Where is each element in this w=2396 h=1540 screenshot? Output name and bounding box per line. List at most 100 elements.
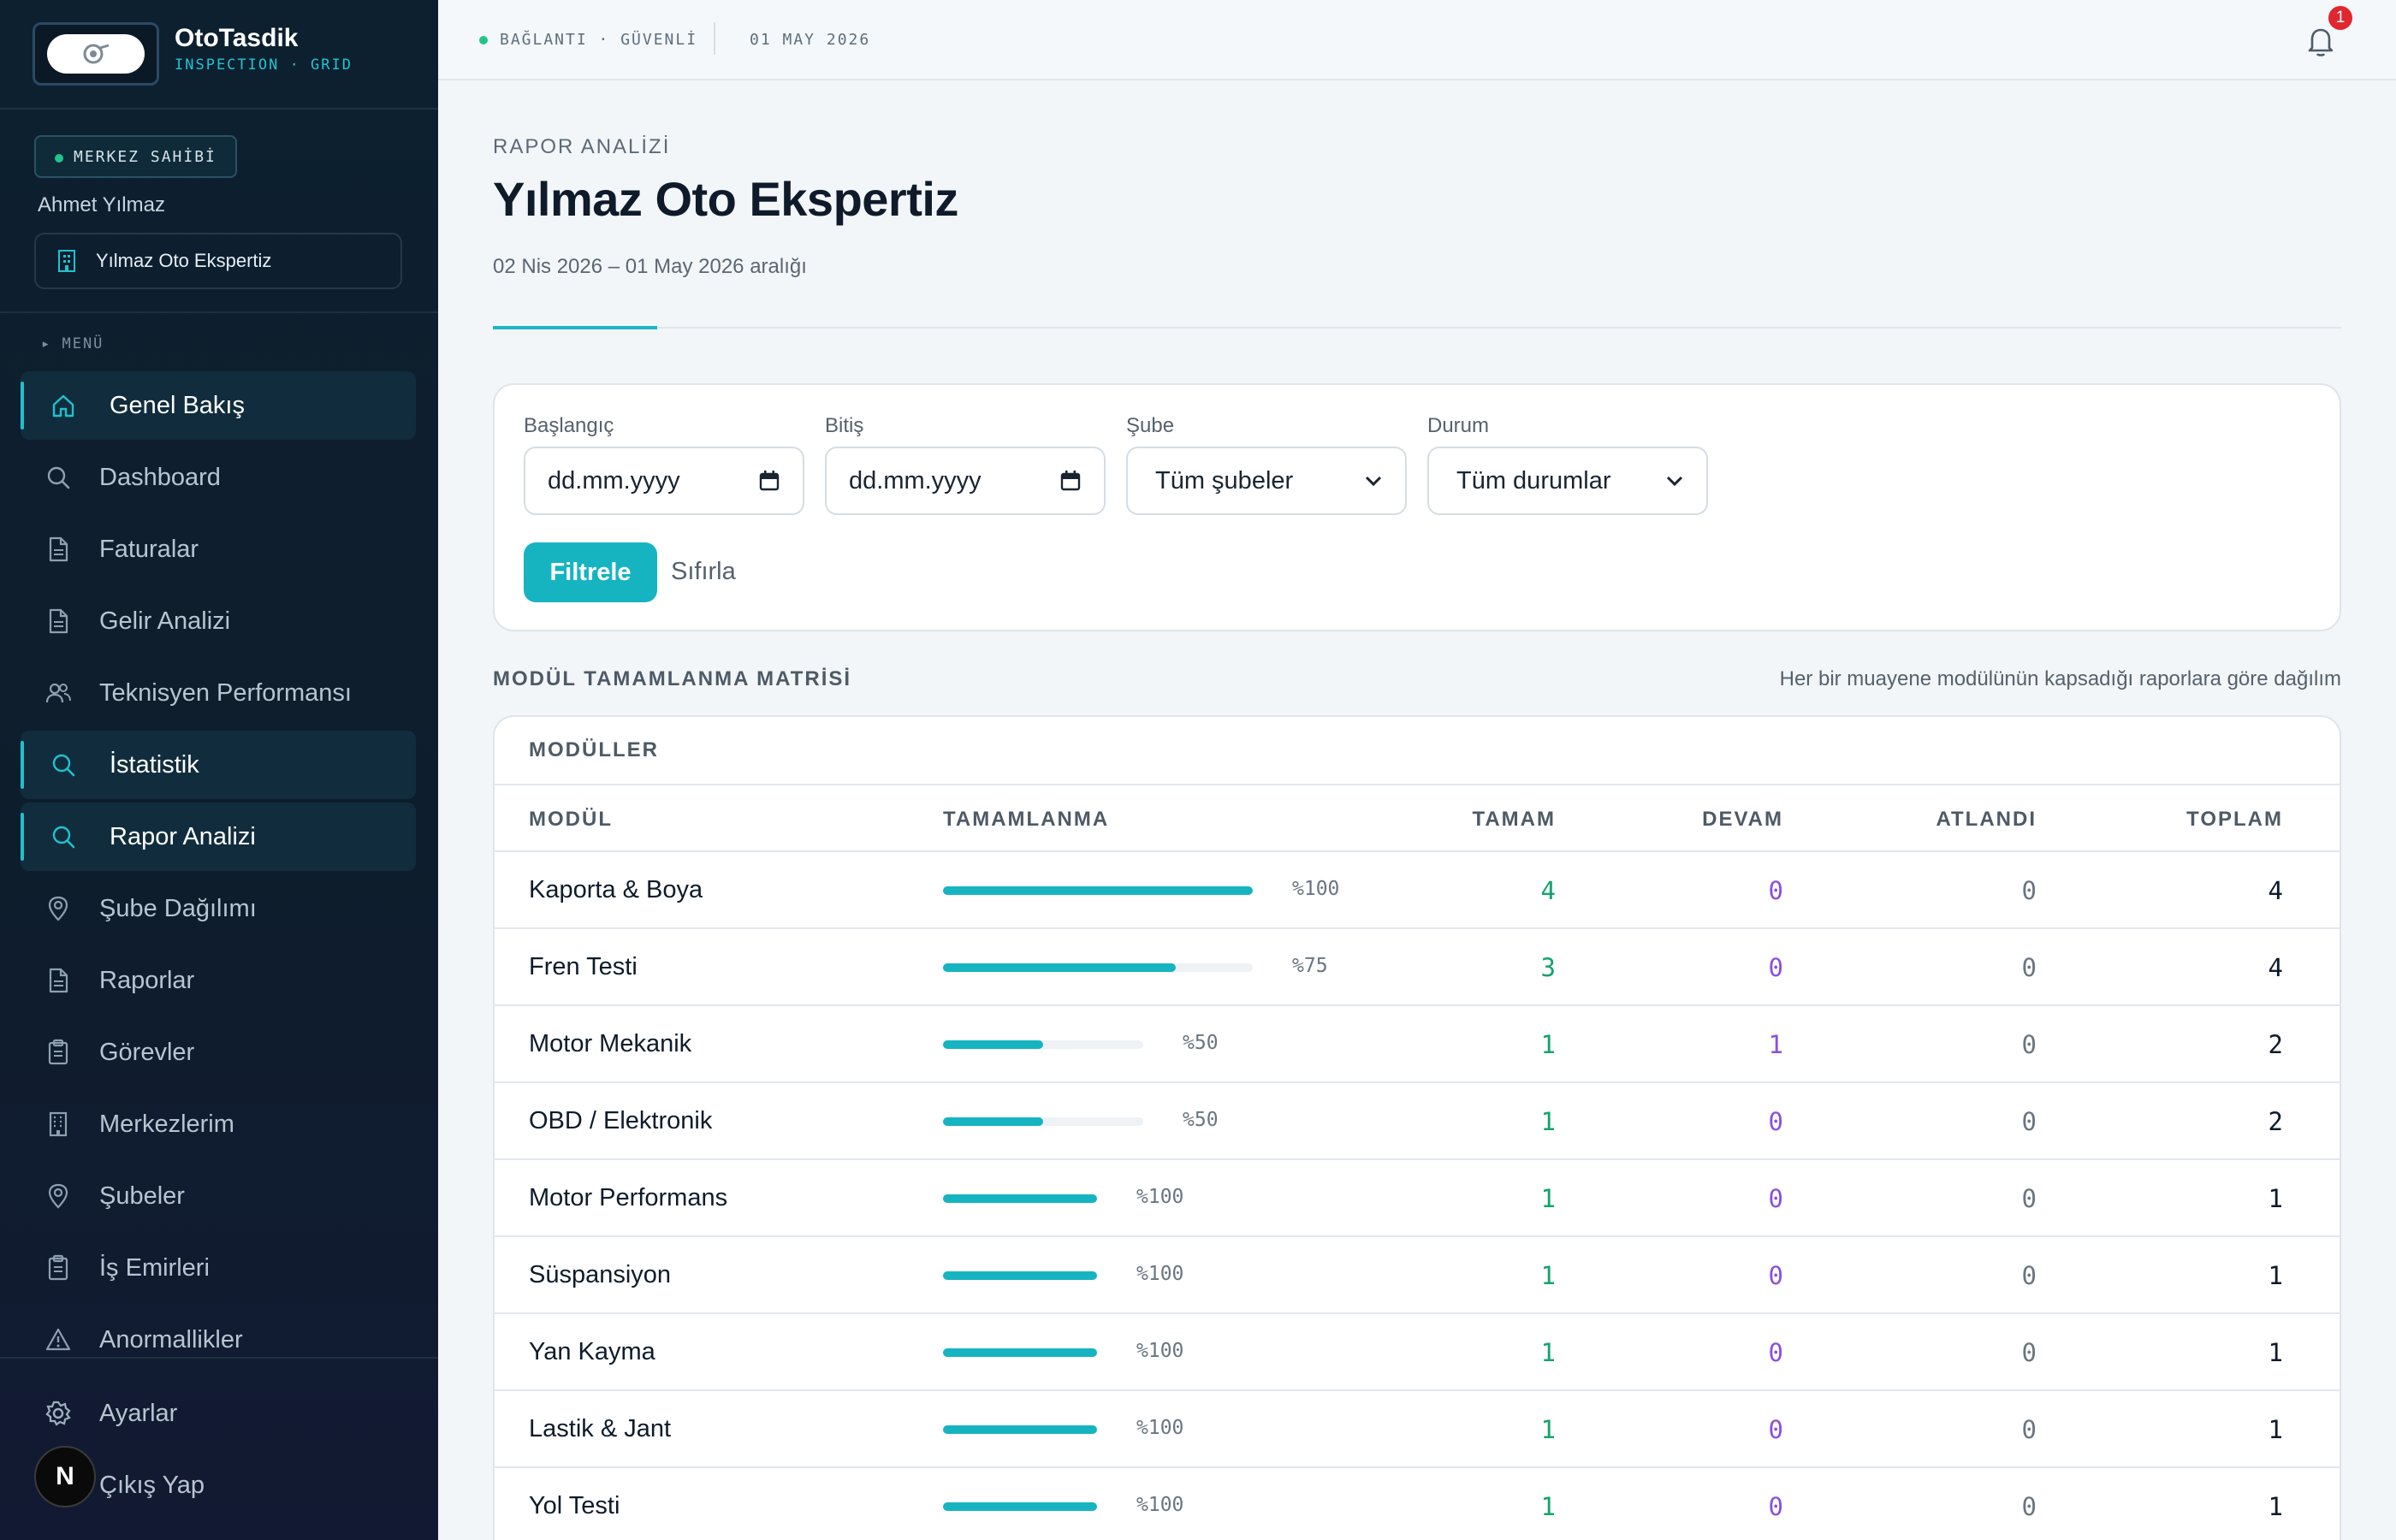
clipboard-icon bbox=[41, 1035, 75, 1069]
status-select[interactable]: Tüm durumlar bbox=[1427, 447, 1708, 515]
card-title: MODÜLLER bbox=[495, 717, 2340, 785]
done-count: 1 bbox=[1540, 1184, 1556, 1213]
map-pin-icon bbox=[41, 1179, 75, 1213]
table-row[interactable]: Yol Testi %100 1 0 0 1 bbox=[495, 1468, 2340, 1540]
sidebar-item-merkezlerim[interactable]: Merkezlerim bbox=[21, 1090, 416, 1158]
sidebar-item-şubeler[interactable]: Şubeler bbox=[21, 1162, 416, 1230]
sidebar-item-şube-dağılımı[interactable]: Şube Dağılımı bbox=[21, 874, 416, 943]
sidebar-item-label: İstatistik bbox=[110, 750, 199, 779]
filter-button[interactable]: Filtrele bbox=[524, 542, 657, 602]
end-date-label: Bitiş bbox=[825, 414, 864, 437]
column-header-in-progress[interactable]: DEVAM bbox=[1702, 808, 1783, 831]
skipped-count: 0 bbox=[2021, 1107, 2037, 1136]
table-row[interactable]: Fren Testi %75 3 0 0 4 bbox=[495, 929, 2340, 1006]
progress-bar bbox=[943, 1425, 1097, 1434]
sidebar-menu: Genel Bakış Dashboard Faturalar Gelir Anali… bbox=[21, 371, 416, 1377]
sidebar-item-raporlar[interactable]: Raporlar bbox=[21, 946, 416, 1015]
branch-select-value: Tüm şubeler bbox=[1155, 466, 1294, 495]
sidebar: OtoTasdik INSPECTION · GRID MERKEZ SAHİB… bbox=[0, 0, 438, 1540]
table-row[interactable]: Yan Kayma %100 1 0 0 1 bbox=[495, 1314, 2340, 1391]
map-pin-icon bbox=[41, 891, 75, 926]
progress-bar-fill bbox=[943, 886, 1253, 895]
in-progress-count: 0 bbox=[1768, 953, 1783, 982]
sidebar-item-logout[interactable]: Çıkış Yap bbox=[21, 1451, 416, 1519]
avatar[interactable]: N bbox=[34, 1446, 96, 1507]
divider-accent bbox=[493, 326, 657, 329]
column-header-completion[interactable]: TAMAMLANMA bbox=[943, 808, 1110, 831]
completion-percent: %100 bbox=[1136, 1417, 1184, 1439]
top-bar: BAĞLANTI · GÜVENLİ 01 MAY 2026 1 bbox=[438, 0, 2396, 80]
reset-button[interactable]: Sıfırla bbox=[671, 558, 736, 585]
bell-icon[interactable] bbox=[2300, 21, 2341, 62]
sidebar-item-faturalar[interactable]: Faturalar bbox=[21, 515, 416, 583]
calendar-icon bbox=[759, 471, 780, 491]
column-header-module[interactable]: MODÜL bbox=[529, 808, 613, 831]
column-header-total[interactable]: TOPLAM bbox=[2186, 808, 2283, 831]
sidebar-item-anormallikler[interactable]: Anormallikler bbox=[21, 1306, 416, 1374]
table-row[interactable]: OBD / Elektronik %50 1 0 0 2 bbox=[495, 1083, 2340, 1160]
end-date-input[interactable]: dd.mm.yyyy bbox=[825, 447, 1106, 515]
table-row[interactable]: Süspansiyon %100 1 0 0 1 bbox=[495, 1237, 2340, 1314]
sidebar-item-dashboard[interactable]: Dashboard bbox=[21, 443, 416, 512]
current-date: 01 MAY 2026 bbox=[750, 31, 871, 49]
completion-percent: %75 bbox=[1292, 955, 1328, 977]
column-header-done[interactable]: TAMAM bbox=[1472, 808, 1556, 831]
sidebar-item-label: İş Emirleri bbox=[99, 1253, 210, 1282]
skipped-count: 0 bbox=[2021, 1338, 2037, 1367]
sidebar-item-label: Şubeler bbox=[99, 1182, 185, 1210]
skipped-count: 0 bbox=[2021, 1030, 2037, 1059]
table-row[interactable]: Kaporta & Boya %100 4 0 0 4 bbox=[495, 852, 2340, 929]
end-date-value: dd.mm.yyyy bbox=[849, 466, 982, 495]
sidebar-item-gelir-analizi[interactable]: Gelir Analizi bbox=[21, 587, 416, 655]
home-icon bbox=[46, 388, 80, 423]
done-count: 1 bbox=[1540, 1107, 1556, 1136]
clipboard-icon bbox=[41, 1251, 75, 1285]
sidebar-item-i-ş-emirleri[interactable]: İş Emirleri bbox=[21, 1234, 416, 1302]
table-row[interactable]: Motor Mekanik %50 1 1 0 2 bbox=[495, 1006, 2340, 1083]
sidebar-item-label: Merkezlerim bbox=[99, 1110, 234, 1138]
progress-bar bbox=[943, 1194, 1097, 1203]
in-progress-count: 1 bbox=[1768, 1030, 1783, 1059]
brand-logo[interactable] bbox=[33, 22, 159, 86]
sidebar-item-genel-bakış[interactable]: Genel Bakış bbox=[21, 371, 416, 440]
progress-bar bbox=[943, 963, 1253, 972]
sidebar-item-label: Genel Bakış bbox=[110, 391, 245, 419]
module-name: Fren Testi bbox=[529, 953, 638, 980]
sidebar-item-rapor-analizi[interactable]: Rapor Analizi bbox=[21, 803, 416, 871]
module-name: Motor Performans bbox=[529, 1184, 728, 1211]
total-count: 1 bbox=[2268, 1184, 2283, 1213]
done-count: 1 bbox=[1540, 1338, 1556, 1367]
building-icon bbox=[58, 250, 75, 272]
module-name: Yol Testi bbox=[529, 1492, 620, 1519]
document-icon bbox=[41, 963, 75, 998]
sidebar-item-settings[interactable]: Ayarlar bbox=[21, 1379, 416, 1448]
sidebar-item-görevler[interactable]: Görevler bbox=[21, 1018, 416, 1087]
branch-select[interactable]: Tüm şubeler bbox=[1126, 447, 1407, 515]
sidebar-item-label: Teknisyen Performansı bbox=[99, 678, 352, 707]
sidebar-item-teknisyen-performansı[interactable]: Teknisyen Performansı bbox=[21, 659, 416, 727]
column-header-skipped[interactable]: ATLANDI bbox=[1936, 808, 2037, 831]
progress-bar-fill bbox=[943, 1348, 1097, 1357]
progress-bar bbox=[943, 1348, 1097, 1357]
center-selector[interactable]: Yılmaz Oto Ekspertiz bbox=[34, 233, 402, 289]
table-body: Kaporta & Boya %100 4 0 0 4 Fren Testi %75 3 0 0 4 M… bbox=[495, 852, 2340, 1540]
table-row[interactable]: Motor Performans %100 1 0 0 1 bbox=[495, 1160, 2340, 1237]
sidebar-item-label: Faturalar bbox=[99, 535, 199, 563]
table-row[interactable]: Lastik & Jant %100 1 0 0 1 bbox=[495, 1391, 2340, 1468]
table-header: MODÜL TAMAMLANMA TAMAM DEVAM ATLANDI TOP… bbox=[495, 785, 2340, 852]
done-count: 3 bbox=[1540, 953, 1556, 982]
sidebar-item-i-statistik[interactable]: İstatistik bbox=[21, 731, 416, 799]
completion-percent: %100 bbox=[1292, 878, 1340, 900]
start-date-input[interactable]: dd.mm.yyyy bbox=[524, 447, 804, 515]
module-name: Motor Mekanik bbox=[529, 1030, 692, 1057]
search-icon bbox=[46, 820, 80, 854]
start-date-label: Başlangıç bbox=[524, 414, 614, 437]
in-progress-count: 0 bbox=[1768, 1492, 1783, 1521]
progress-bar bbox=[943, 1040, 1143, 1049]
owner-panel: MERKEZ SAHİBİ Ahmet Yılmaz Yılmaz Oto Ek… bbox=[0, 110, 438, 313]
module-name: OBD / Elektronik bbox=[529, 1107, 713, 1134]
progress-bar-fill bbox=[943, 1502, 1097, 1511]
in-progress-count: 0 bbox=[1768, 1338, 1783, 1367]
sidebar-item-label: Raporlar bbox=[99, 966, 195, 994]
section-hint: Her bir muayene modülünün kapsadığı rapo… bbox=[1779, 667, 2341, 690]
